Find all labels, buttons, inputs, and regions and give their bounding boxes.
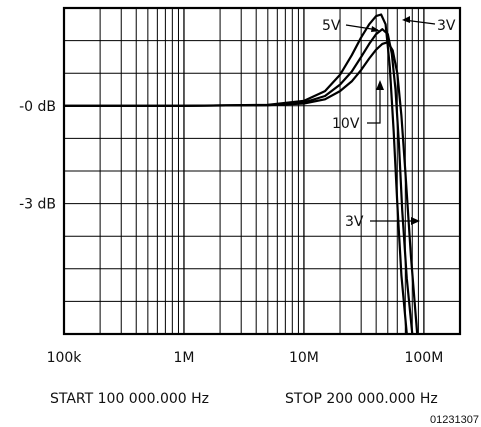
grid [64, 8, 460, 334]
annotation-5v: 5V [322, 18, 341, 34]
annotation-3v-bottom-arrowhead [411, 217, 420, 225]
y-tick-labels: -0 dB -3 dB [19, 99, 56, 213]
annotations: 5V 3V 10V 3V [322, 16, 456, 230]
figure-id: 01231307 [430, 414, 479, 426]
annotation-10v-arrowhead [376, 80, 384, 90]
start-frequency-text: START 100 000.000 Hz [50, 391, 209, 407]
plot-frame [62, 6, 462, 336]
series-line-5v-0 [64, 13, 408, 335]
series-lines [64, 13, 419, 335]
x-tick-label: 10M [289, 350, 319, 366]
annotation-10v-leader [367, 86, 381, 124]
annotation-5v-arrowhead [371, 26, 380, 32]
y-tick-label: -3 dB [19, 197, 56, 213]
x-tick-label: 100M [404, 350, 443, 366]
stop-frequency-text: STOP 200 000.000 Hz [285, 391, 438, 407]
x-tick-labels: 100k 1M 10M 100M [47, 350, 444, 366]
annotation-10v: 10V [332, 116, 360, 132]
series-line-3v-1 [64, 28, 414, 335]
y-tick-label: -0 dB [19, 99, 56, 115]
x-tick-label: 100k [47, 350, 83, 366]
series-line-10v-2 [64, 41, 419, 335]
x-tick-label: 1M [173, 350, 194, 366]
annotation-3v-top-arrowhead [402, 16, 410, 23]
annotation-3v-top: 3V [437, 18, 456, 34]
annotation-3v-bottom: 3V [345, 214, 364, 230]
